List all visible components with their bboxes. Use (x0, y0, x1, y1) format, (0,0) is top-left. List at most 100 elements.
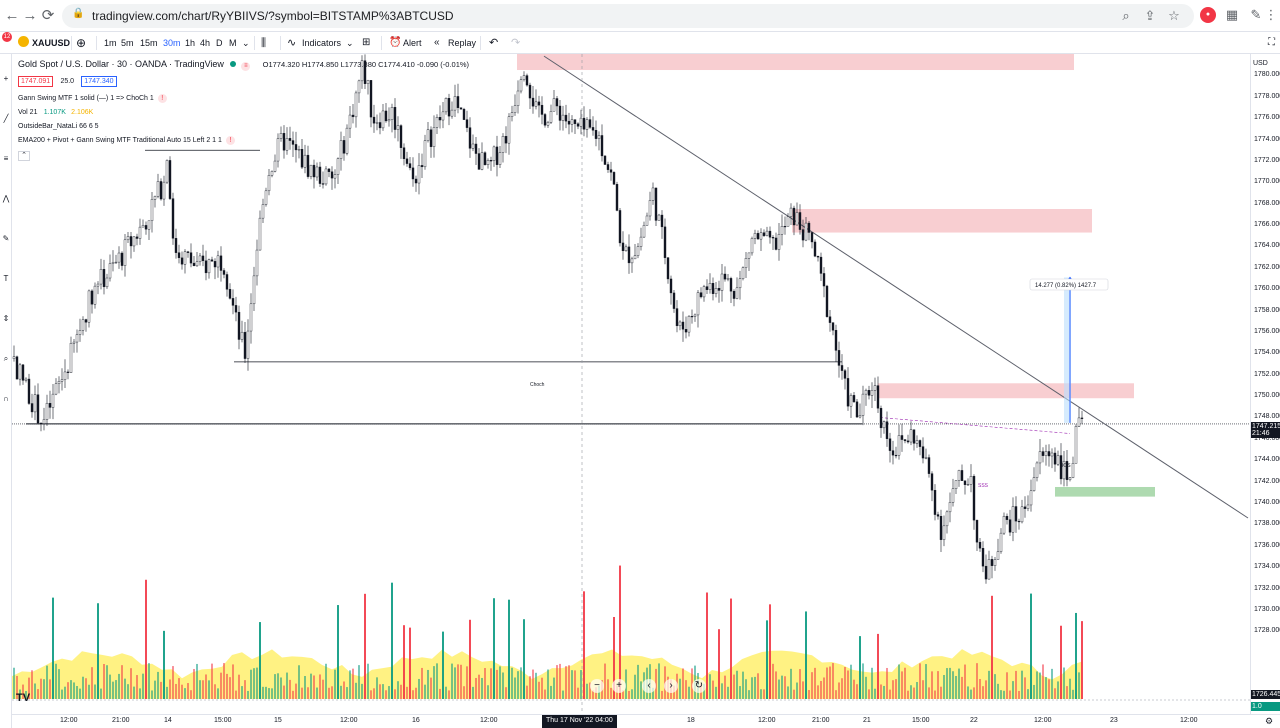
volume-bar (841, 678, 843, 699)
price-tick: 1780.000 (1254, 71, 1280, 79)
pattern-tool-icon[interactable]: ⋀ (2, 194, 10, 203)
measure-tool-icon[interactable]: ⇕ (2, 314, 10, 323)
volume-bar (796, 682, 798, 699)
profile-avatar-icon[interactable]: ● (1200, 7, 1216, 23)
address-bar[interactable]: 🔒 tradingview.com/chart/RyYBIIVS/?symbol… (62, 4, 1194, 28)
candle-body (291, 140, 295, 145)
fullscreen-icon[interactable]: ⛶ (1268, 37, 1275, 48)
reload-icon[interactable]: ⟳ (41, 7, 55, 24)
forward-icon[interactable]: → (22, 7, 38, 24)
scroll-left-icon[interactable]: ‹ (642, 679, 656, 693)
candle-body (1038, 451, 1042, 464)
candle-body (132, 236, 136, 247)
zoom-in-icon[interactable]: + (612, 679, 626, 693)
magnet-icon[interactable]: ∩ (3, 394, 9, 403)
indicators-dropdown-icon[interactable]: ⌄ (346, 38, 354, 48)
volume-bar (328, 687, 330, 699)
zoom-icon[interactable]: ⌕ (1122, 8, 1130, 23)
collapse-legend-icon[interactable]: ⌃ (18, 151, 30, 161)
candle-body (822, 273, 826, 287)
candle-body (681, 321, 685, 330)
interval-1h[interactable]: 1h (185, 38, 196, 48)
candle-body (1068, 477, 1072, 480)
interval-15m[interactable]: 15m (140, 38, 158, 48)
volume-bar (946, 668, 948, 699)
replay-button[interactable]: Replay (448, 38, 477, 48)
candle-body (501, 136, 505, 153)
zoom-out-icon[interactable]: − (590, 679, 604, 693)
candle-body (63, 371, 67, 380)
volume-bar (466, 666, 468, 699)
indicator-row-outsidebar[interactable]: OutsideBar_NataLi 66 6 5 (18, 120, 99, 132)
back-icon[interactable]: ← (4, 7, 20, 24)
interval-5m[interactable]: 5m (121, 38, 134, 48)
indicators-icon[interactable]: ∿ (287, 37, 297, 49)
replay-icon[interactable]: « (434, 37, 440, 48)
collapse-legend-row[interactable]: ⌃ (18, 149, 30, 161)
star-icon[interactable]: ☆ (1168, 8, 1180, 23)
candle-body (561, 114, 565, 121)
cursor-icon[interactable]: + (3, 74, 9, 83)
trendline-tool-icon[interactable]: ╱ (3, 114, 9, 123)
interval-d[interactable]: D (216, 38, 223, 48)
candle-body (465, 119, 469, 128)
volume-bar (76, 686, 78, 699)
warning-icon[interactable]: ! (225, 136, 235, 145)
volume-bar (838, 682, 840, 699)
alert-icon[interactable]: ⏰ (389, 37, 402, 48)
time-axis[interactable]: 12:00 21:00 14 15:00 15 12:00 16 12:00 18 12:00 21… (12, 714, 1280, 728)
symbol-title[interactable]: Gold Spot / U.S. Dollar · 30 · OANDA · T… (18, 59, 224, 69)
volume-bar (475, 677, 477, 699)
extension-icon[interactable]: ▦ (1225, 7, 1239, 22)
interval-30m[interactable]: 30m (163, 38, 181, 48)
brush-tool-icon[interactable]: ✎ (2, 234, 10, 243)
candle-body (918, 440, 922, 447)
indicator-row-ema[interactable]: EMA200 + Pivot + Gann Swing MTF Traditio… (18, 134, 235, 146)
candle-body (966, 484, 970, 486)
tradingview-logo-icon[interactable]: TV (16, 692, 31, 704)
interval-dropdown-icon[interactable]: ⌄ (242, 38, 250, 48)
buy-price-button[interactable]: 1747.340 (81, 76, 117, 87)
redo-icon[interactable]: ↷ (511, 37, 521, 49)
candle-body (825, 285, 829, 317)
candle-body (306, 154, 310, 177)
sell-price-button[interactable]: 1747.091 (18, 76, 54, 87)
indicators-button[interactable]: Indicators (302, 38, 342, 48)
scroll-right-icon[interactable]: › (664, 679, 678, 693)
interval-4h[interactable]: 4h (200, 38, 211, 48)
zoom-tool-icon[interactable]: ⌕ (3, 354, 9, 363)
candle-body (1077, 417, 1081, 427)
compare-icon[interactable]: ⊕ (76, 36, 87, 50)
interval-1m[interactable]: 1m (104, 38, 117, 48)
menu-icon[interactable]: ⋮ (1264, 7, 1278, 22)
indicator-row-gann[interactable]: Gann Swing MTF 1 solid (—) 1 => ChoCh 1! (18, 92, 167, 104)
candle-body (564, 114, 568, 122)
text-tool-icon[interactable]: T (3, 274, 9, 283)
candle-body (30, 403, 34, 413)
volume-bar (1006, 672, 1008, 699)
price-chart[interactable]: Choch SSS BOS 14.277 (0.82%) 1427.7 (12, 54, 1250, 714)
indicator-row-vol[interactable]: Vol 21 1.107K 2.106K (18, 106, 93, 118)
alert-button[interactable]: Alert (403, 38, 422, 48)
symbol-search-button[interactable]: XAUUSD (32, 38, 71, 48)
share-icon[interactable]: ⇪ (1144, 8, 1156, 23)
volume-bar (244, 680, 246, 699)
puzzle-extension-icon[interactable]: ✎ (1250, 7, 1262, 22)
candle-body (84, 319, 88, 323)
templates-icon[interactable]: ⊞ (362, 37, 371, 48)
settings-gear-icon[interactable]: ⚙ (1265, 716, 1274, 726)
undo-icon[interactable]: ↶ (489, 37, 499, 49)
time-tick: 14 (164, 717, 172, 724)
chart-type-icon[interactable]: ⫼ (261, 37, 267, 49)
url-text[interactable]: tradingview.com/chart/RyYBIIVS/?symbol=B… (92, 9, 454, 23)
fib-tool-icon[interactable]: ≡ (3, 154, 9, 163)
warning-icon[interactable]: ! (157, 94, 167, 103)
price-axis[interactable]: USD 1780.000 1778.000 1776.000 1774.000 1772… (1250, 54, 1280, 714)
volume-bar (73, 682, 75, 699)
candle-body (141, 225, 145, 228)
axis-currency[interactable]: USD (1253, 60, 1268, 67)
interval-m[interactable]: M (229, 38, 237, 48)
candle-body (144, 225, 148, 230)
reset-chart-icon[interactable]: ↻ (692, 679, 706, 693)
volume-bar (106, 665, 108, 699)
